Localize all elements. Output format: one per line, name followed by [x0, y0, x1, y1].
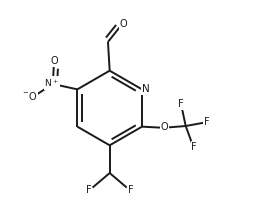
Text: N: N [142, 84, 150, 94]
Text: F: F [204, 117, 210, 127]
Text: $^{-}$O: $^{-}$O [23, 90, 38, 102]
Text: F: F [192, 142, 197, 152]
Text: N$^+$: N$^+$ [45, 77, 59, 89]
Text: O: O [120, 19, 127, 29]
Text: F: F [178, 100, 184, 110]
Text: O: O [51, 56, 58, 66]
Text: O: O [161, 122, 168, 132]
Text: F: F [128, 185, 134, 195]
Text: F: F [86, 185, 91, 195]
